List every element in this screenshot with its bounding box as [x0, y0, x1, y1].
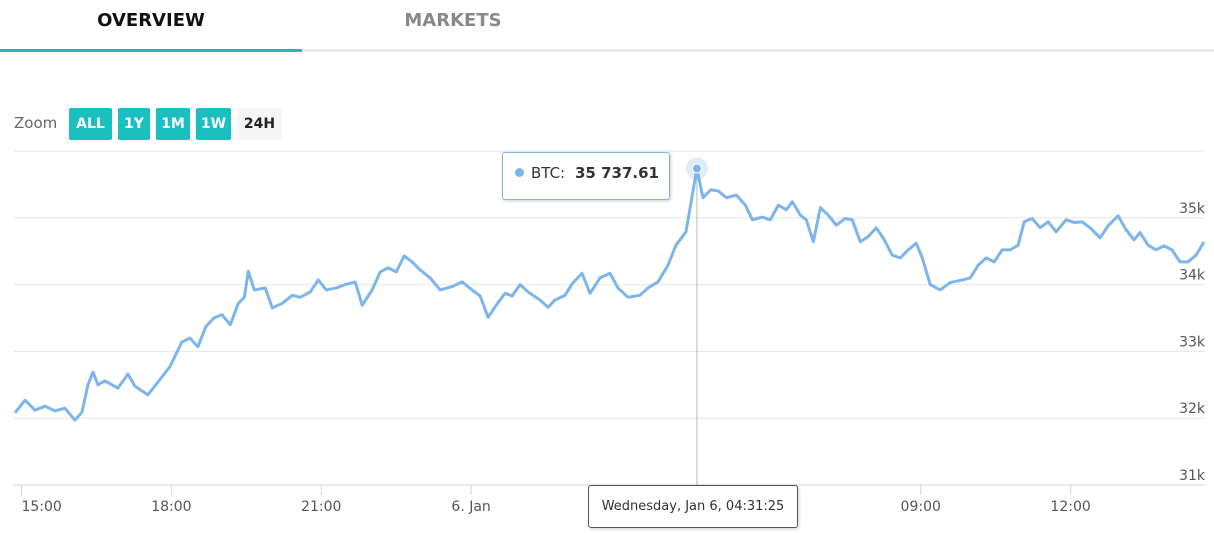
hover-point	[691, 163, 702, 174]
x-tick-label: 18:00	[151, 499, 191, 515]
zoom-button[interactable]: ALL	[69, 108, 112, 140]
y-tick-label: 31k	[1179, 468, 1206, 484]
x-tick-label: 09:00	[901, 499, 941, 515]
y-tick-label: 32k	[1179, 401, 1206, 417]
tooltip: BTC: 35 737.61	[502, 152, 670, 200]
tooltip-value: 35 737.61	[575, 164, 659, 182]
zoom-button[interactable]: 1Y	[118, 108, 150, 140]
y-tick-label: 34k	[1179, 268, 1206, 284]
zoom-button[interactable]: 1M	[156, 108, 190, 140]
x-tick-label: 21:00	[301, 499, 341, 515]
tab-overview[interactable]: OVERVIEW	[97, 10, 205, 31]
tab-markets[interactable]: MARKETS	[404, 10, 502, 31]
y-tick-label: 33k	[1179, 334, 1206, 350]
x-tick-label: 12:00	[1050, 499, 1090, 515]
tooltip-dot	[515, 168, 524, 177]
date-tooltip: Wednesday, Jan 6, 04:31:25	[588, 485, 798, 528]
zoom-button[interactable]: 24H	[237, 108, 282, 140]
tab-bar	[0, 49, 1214, 52]
line	[13, 167, 1206, 422]
tooltip-label: BTC:	[531, 164, 566, 182]
zoom-label: Zoom	[14, 114, 58, 132]
zoom-button[interactable]: 1W	[196, 108, 231, 140]
y-tick-label: 35k	[1179, 201, 1206, 217]
x-tick-label: 15:00	[21, 499, 61, 515]
x-tick-label: 6. Jan	[451, 499, 490, 515]
